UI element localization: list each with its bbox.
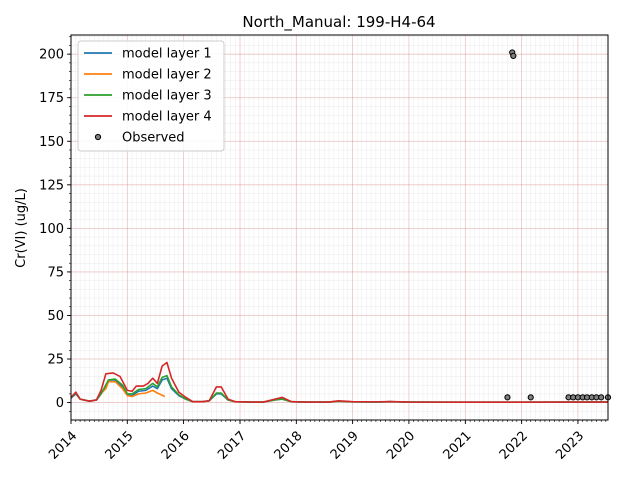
chart-title: North_Manual: 199-H4-64 [242,13,435,32]
y-tick-label: 175 [39,91,64,106]
grid [70,35,608,420]
observed-point [527,394,534,401]
legend-marker [94,133,102,141]
series-group [70,361,608,404]
y-axis-label: Cr(VI) (ug/L) [14,188,29,268]
y-tick-label: 125 [39,178,64,193]
y-tick-label: 100 [39,222,64,237]
legend-label: model layer 1 [122,47,212,62]
y-tick-label: 150 [39,135,64,150]
y-tick-label: 200 [39,48,64,63]
legend-label: model layer 2 [122,68,212,83]
observed-point [510,52,517,60]
series-line [98,380,166,398]
legend-label: model layer 4 [122,110,212,125]
observed-point [598,394,605,401]
observed-point [504,394,511,401]
legend: model layer 1 model layer 2 model layer 3 m… [77,40,225,152]
series-line [70,361,608,404]
y-tick-label: 25 [47,353,64,368]
y-tick-label: 0 [56,396,64,411]
y-tick-label: 75 [47,265,64,280]
observed-group [504,49,612,401]
legend-label: model layer 3 [122,89,212,104]
legend-box [77,40,225,152]
legend-label: Observed [122,131,185,146]
y-tick-label: 50 [47,309,64,324]
plot-frame [70,34,609,421]
